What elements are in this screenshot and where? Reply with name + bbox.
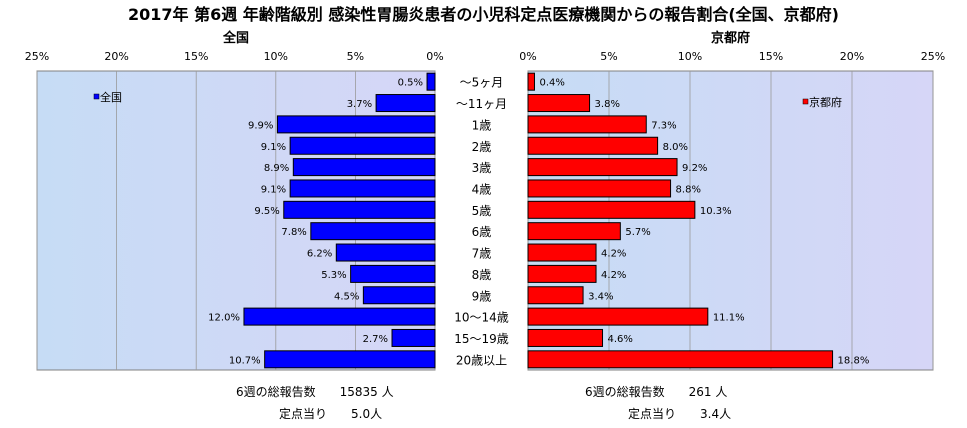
- right-bar: [527, 136, 659, 155]
- right-bar: [527, 307, 709, 326]
- category-label: 9歳: [472, 289, 492, 303]
- left-bar-label: 0.5%: [398, 78, 423, 89]
- right-bar-label: 8.8%: [676, 184, 701, 195]
- right-bar: [527, 158, 678, 177]
- left-bar-label: 12.0%: [208, 313, 240, 324]
- right-bar: [527, 222, 621, 241]
- footer-right-total: 6週の総報告数 261 人: [585, 385, 728, 399]
- right-bar-label: 8.0%: [663, 142, 688, 153]
- chart-title: 2017年 第6週 年齢階級別 感染性胃腸炎患者の小児科定点医療機関からの報告割…: [127, 5, 839, 24]
- left-bar: [243, 307, 436, 326]
- left-bar: [375, 94, 436, 113]
- category-label: 8歳: [472, 268, 492, 282]
- footer-right-per-site: 定点当り 3.4人: [628, 407, 732, 421]
- right-legend-label: 京都府: [809, 95, 842, 109]
- left-bar-label: 2.7%: [363, 334, 388, 345]
- footer-left-per-site: 定点当り 5.0人: [279, 407, 383, 421]
- right-bar: [527, 264, 597, 283]
- right-bar-label: 18.8%: [838, 355, 870, 366]
- left-legend-label: 全国: [100, 90, 122, 104]
- left-bar: [335, 243, 436, 262]
- category-label: ～5ヶ月: [460, 76, 504, 90]
- category-label: 4歳: [472, 182, 492, 196]
- right-bar: [527, 328, 604, 347]
- right-bar-label: 0.4%: [539, 78, 564, 89]
- left-bar: [292, 158, 436, 177]
- left-tick-label: 0%: [426, 50, 443, 63]
- category-label: 5歳: [472, 204, 492, 218]
- left-bar: [426, 72, 436, 91]
- left-bar-label: 3.7%: [347, 99, 372, 110]
- left-bar: [264, 350, 436, 369]
- right-bar: [527, 94, 591, 113]
- right-tick-label: 10%: [678, 50, 702, 63]
- right-tick-label: 20%: [840, 50, 864, 63]
- left-bar: [289, 179, 436, 198]
- left-bar: [283, 200, 436, 219]
- right-bar: [527, 243, 597, 262]
- right-tick-label: 0%: [519, 50, 536, 63]
- left-tick-label: 20%: [104, 50, 128, 63]
- left-bar-label: 9.1%: [261, 142, 286, 153]
- left-legend-swatch: [93, 93, 100, 100]
- right-bar-label: 5.7%: [625, 227, 650, 238]
- left-tick-label: 5%: [347, 50, 364, 63]
- right-tick-label: 15%: [759, 50, 783, 63]
- left-bar-label: 8.9%: [264, 163, 289, 174]
- left-bar: [350, 264, 436, 283]
- left-bar-label: 9.5%: [254, 206, 279, 217]
- right-bar-label: 4.2%: [601, 270, 626, 281]
- category-label: 1歳: [472, 118, 492, 132]
- left-bar-label: 6.2%: [307, 249, 332, 260]
- right-bar: [527, 286, 584, 305]
- right-bar-label: 3.4%: [588, 291, 613, 302]
- right-bar-label: 4.2%: [601, 249, 626, 260]
- left-bar-label: 7.8%: [281, 227, 306, 238]
- right-bar: [527, 200, 696, 219]
- left-tick-label: 25%: [25, 50, 49, 63]
- right-bar-label: 7.3%: [651, 120, 676, 131]
- category-label: 6歳: [472, 225, 492, 239]
- right-bar: [527, 179, 672, 198]
- left-bar-label: 9.1%: [261, 184, 286, 195]
- right-tick-label: 25%: [921, 50, 945, 63]
- left-bar-label: 5.3%: [321, 270, 346, 281]
- right-tick-label: 5%: [600, 50, 617, 63]
- right-bar: [527, 350, 834, 369]
- left-tick-label: 15%: [184, 50, 208, 63]
- category-label: 10～14歳: [454, 311, 509, 325]
- left-bar-label: 10.7%: [229, 355, 261, 366]
- right-bar-label: 3.8%: [595, 99, 620, 110]
- right-bar-label: 4.6%: [608, 334, 633, 345]
- left-bar: [362, 286, 436, 305]
- left-bar: [391, 328, 436, 347]
- category-label: ～11ヶ月: [456, 97, 507, 111]
- category-label: 3歳: [472, 161, 492, 175]
- category-label: 20歳以上: [456, 353, 507, 367]
- left-bar: [276, 115, 436, 134]
- left-bar-label: 4.5%: [334, 291, 359, 302]
- right-legend-swatch: [802, 98, 809, 105]
- right-panel-heading: 京都府: [711, 30, 750, 46]
- category-label: 2歳: [472, 140, 492, 154]
- right-bar-label: 11.1%: [713, 313, 745, 324]
- category-label: 7歳: [472, 247, 492, 261]
- left-bar: [310, 222, 436, 241]
- right-bar-label: 10.3%: [700, 206, 732, 217]
- left-panel-heading: 全国: [222, 30, 249, 46]
- right-bar: [527, 72, 535, 91]
- left-bar-label: 9.9%: [248, 120, 273, 131]
- right-bar: [527, 115, 647, 134]
- footer-left-total: 6週の総報告数 15835 人: [236, 385, 394, 399]
- right-bar-label: 9.2%: [682, 163, 707, 174]
- left-bar: [289, 136, 436, 155]
- category-label: 15～19歳: [454, 332, 509, 346]
- left-tick-label: 10%: [264, 50, 288, 63]
